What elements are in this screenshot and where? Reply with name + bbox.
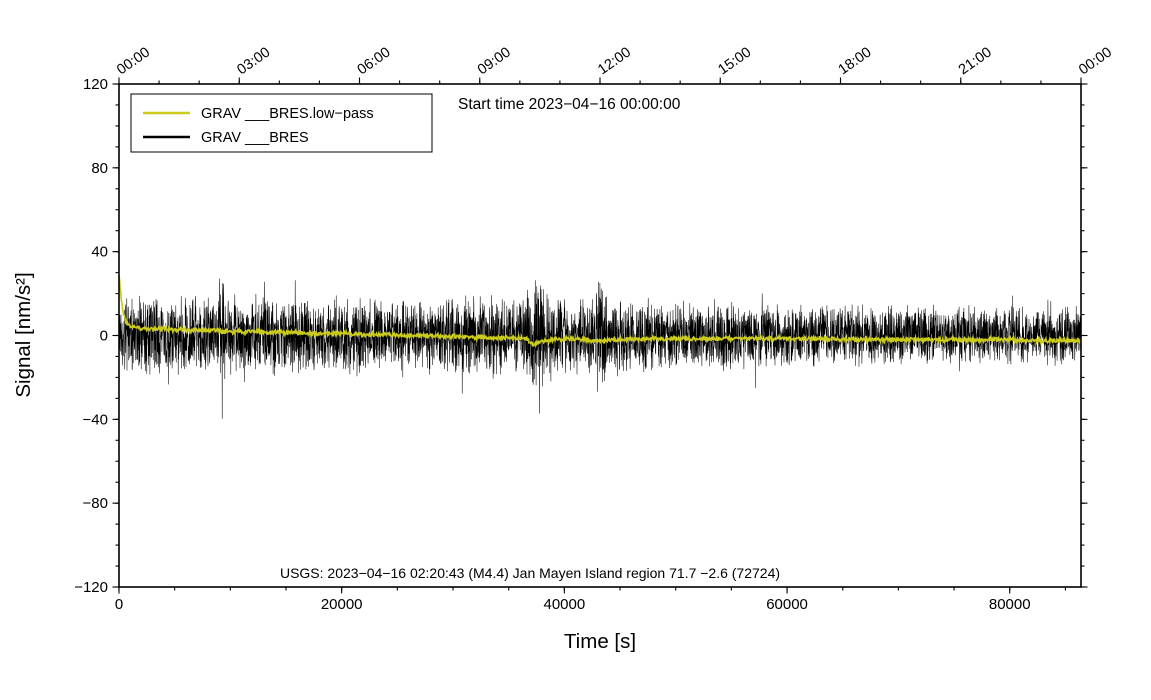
top-time-label: 21:00 <box>956 44 995 78</box>
y-tick-label: −40 <box>83 411 108 428</box>
top-time-label: 06:00 <box>355 44 394 78</box>
legend-box <box>130 93 433 153</box>
top-time-label: 12:00 <box>595 44 634 78</box>
y-tick-label: 80 <box>91 160 108 177</box>
start-time-title: Start time 2023−04−16 00:00:00 <box>458 96 681 113</box>
y-axis-label: Signal [nm/s²] <box>12 272 35 397</box>
waveform-raw <box>119 278 1081 419</box>
x-tick-label: 60000 <box>766 596 808 613</box>
x-tick-label: 40000 <box>544 596 586 613</box>
x-tick-label: 20000 <box>321 596 363 613</box>
usgs-annotation: USGS: 2023−04−16 02:20:43 (M4.4) Jan May… <box>280 565 780 581</box>
y-tick-label: −120 <box>74 579 108 596</box>
y-tick-label: 0 <box>100 328 108 345</box>
legend-label-lowpass: GRAV ___BRES.low−pass <box>201 106 374 122</box>
y-tick-label: −80 <box>83 495 108 512</box>
axis-ticks <box>112 77 1088 594</box>
y-tick-label: 120 <box>83 76 108 93</box>
top-time-label: 15:00 <box>715 44 754 78</box>
top-time-label: 00:00 <box>114 44 153 78</box>
top-time-label: 18:00 <box>836 44 875 78</box>
top-time-label: 00:00 <box>1076 44 1115 78</box>
legend: GRAV ___BRES.low−pass GRAV ___BRES <box>130 93 433 153</box>
legend-label-raw: GRAV ___BRES <box>201 130 309 146</box>
waveform-low-pass <box>119 275 1081 349</box>
y-tick-label: 40 <box>91 244 108 261</box>
waveforms <box>119 275 1081 419</box>
top-time-label: 09:00 <box>475 44 514 78</box>
x-tick-label: 0 <box>115 596 123 613</box>
x-axis-label: Time [s] <box>564 630 636 653</box>
x-tick-label: 80000 <box>989 596 1031 613</box>
top-time-label: 03:00 <box>234 44 273 78</box>
